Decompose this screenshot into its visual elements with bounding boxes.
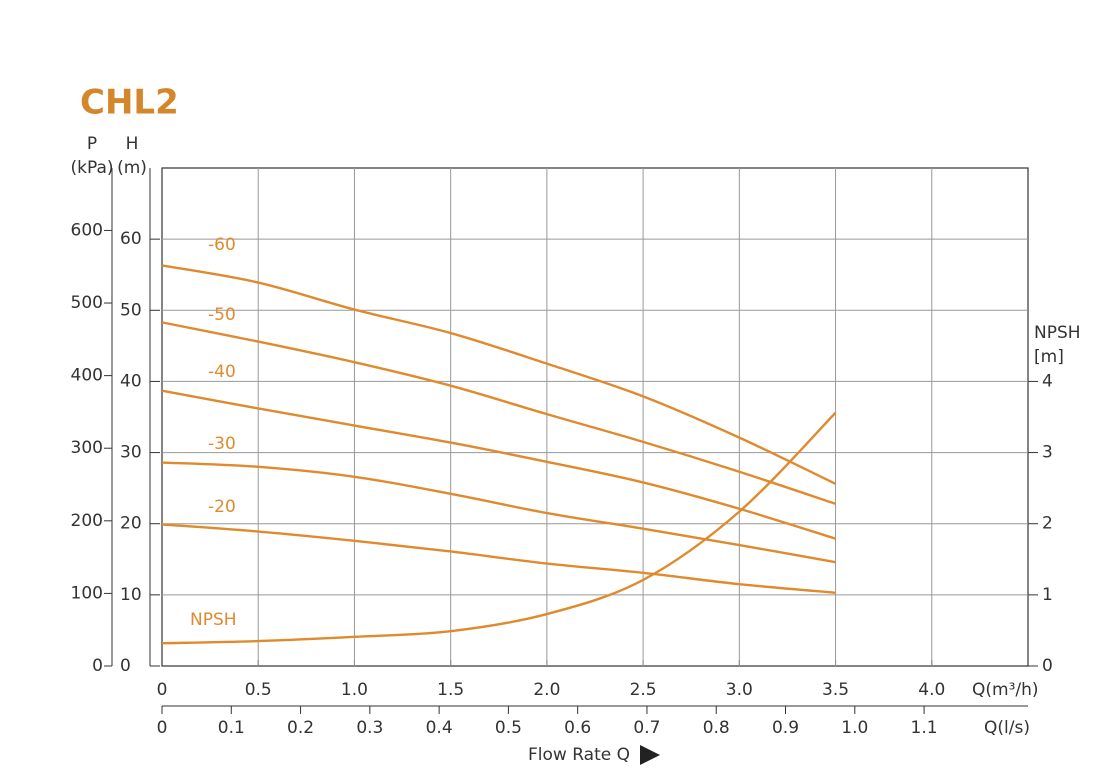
x2-tick-label: 0.1 [218, 718, 245, 738]
x-caption: Flow Rate Q [528, 745, 630, 765]
y2-tick-label: 3 [1042, 443, 1053, 463]
x-tick-label: 3.5 [822, 680, 849, 700]
h-label: H [126, 134, 139, 154]
npsh-label: NPSH [1034, 323, 1081, 343]
curve [161, 411, 837, 645]
x-tick-label: 2.0 [533, 680, 560, 700]
h-tick-label: 0 [120, 656, 131, 676]
series-label: -20 [208, 497, 236, 517]
series-label: -50 [208, 305, 236, 325]
x-tick-label: 0.5 [245, 680, 272, 700]
p-tick-label: 500 [71, 293, 103, 313]
series-label: -60 [208, 235, 236, 255]
curve [161, 523, 836, 594]
x2-tick-label: 0 [157, 718, 168, 738]
x2-tick-label: 1.0 [841, 718, 868, 738]
x2-tick-label: 0.7 [633, 718, 660, 738]
y2-tick-label: 1 [1042, 585, 1053, 605]
x2-tick-label: 0.6 [564, 718, 591, 738]
p-tick-label: 300 [71, 438, 103, 458]
x-tick-label: 2.5 [630, 680, 657, 700]
curve [161, 389, 836, 540]
h-tick-label: 50 [120, 300, 142, 320]
x-tick-label: 0 [157, 680, 168, 700]
h-tick-label: 30 [120, 443, 142, 463]
x2-label: Q(l/s) [984, 718, 1030, 738]
y2-tick-label: 0 [1042, 656, 1053, 676]
x2-tick-label: 0.4 [426, 718, 453, 738]
x2-tick-label: 0.8 [703, 718, 730, 738]
p-tick-label: 100 [71, 583, 103, 603]
series-label: NPSH [190, 610, 237, 630]
y2-tick-label: 4 [1042, 371, 1053, 391]
arrow-icon [640, 745, 660, 765]
h-tick-label: 40 [120, 371, 142, 391]
curve [161, 264, 837, 485]
p-tick-label: 400 [71, 366, 103, 386]
x2-tick-label: 1.1 [911, 718, 938, 738]
p-label: P [87, 134, 97, 154]
curve [161, 321, 836, 505]
x-tick-label: 1.0 [341, 680, 368, 700]
curve [161, 461, 836, 564]
p-tick-label: 600 [71, 220, 103, 240]
x2-tick-label: 0.3 [356, 718, 383, 738]
chart-title: CHL2 [80, 83, 179, 123]
plot-frame [161, 167, 1029, 667]
x-label: Q(m³/h) [972, 680, 1039, 700]
series-label: -30 [208, 434, 236, 454]
p-tick-label: 200 [71, 511, 103, 531]
npsh-unit: [m] [1034, 347, 1064, 367]
p-tick-label: 0 [92, 656, 103, 676]
x-tick-label: 4.0 [918, 680, 945, 700]
p-unit: (kPa) [70, 158, 113, 178]
y2-tick-label: 2 [1042, 514, 1053, 534]
x2-tick-label: 0.2 [287, 718, 314, 738]
h-tick-label: 20 [120, 514, 142, 534]
h-unit: (m) [117, 158, 147, 178]
series-label: -40 [208, 362, 236, 382]
h-tick-label: 60 [120, 229, 142, 249]
x2-tick-label: 0.9 [772, 718, 799, 738]
x-tick-label: 1.5 [437, 680, 464, 700]
x-tick-label: 3.0 [726, 680, 753, 700]
x2-tick-label: 0.5 [495, 718, 522, 738]
h-tick-label: 10 [120, 585, 142, 605]
